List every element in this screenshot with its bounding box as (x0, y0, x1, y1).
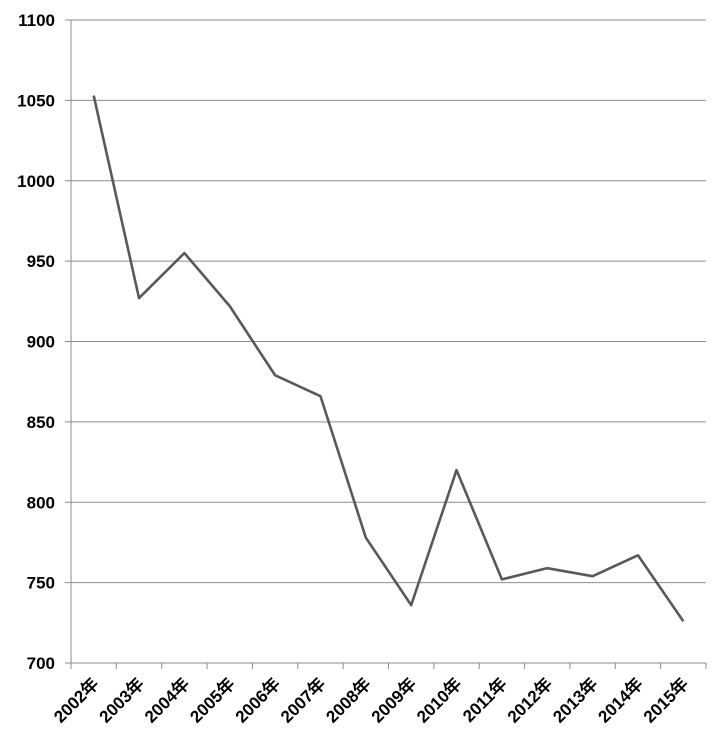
x-tick-label: 2015年 (639, 674, 692, 727)
x-tick-label: 2011年 (458, 674, 510, 726)
x-tick-label: 2008年 (322, 674, 375, 727)
x-tick-label: 2002年 (50, 674, 103, 727)
y-tick-label: 1000 (17, 172, 55, 191)
y-axis-tick-labels: 700 750 800 850 900 950 1000 1050 1100 (17, 11, 55, 673)
x-tick-label: 2014年 (594, 674, 647, 727)
x-tick-label: 2005年 (186, 674, 239, 727)
y-tick-label: 1100 (18, 11, 55, 30)
x-axis-tick-labels: 2002年2003年2004年2005年2006年2007年2008年2009年… (50, 674, 693, 727)
y-tick-label: 950 (27, 252, 55, 271)
y-tick-label: 1050 (17, 91, 55, 110)
y-tick-label: 850 (27, 413, 55, 432)
x-tick-label: 2009年 (367, 674, 420, 727)
y-tick-label: 800 (27, 493, 55, 512)
y-tick-label: 750 (27, 574, 55, 593)
x-tick-label: 2013年 (549, 674, 602, 727)
x-tick-label: 2003年 (95, 674, 148, 727)
x-tick-label: 2004年 (140, 674, 193, 727)
series-layer (92, 95, 685, 622)
y-tick-label: 700 (27, 654, 55, 673)
y-tick-label: 900 (27, 333, 55, 352)
axes (65, 19, 707, 669)
series-line (92, 95, 685, 622)
x-tick-label: 2012年 (503, 674, 556, 727)
x-tick-label: 2006年 (231, 674, 284, 727)
x-tick-label: 2007年 (276, 674, 329, 727)
x-tick-label: 2010年 (412, 674, 465, 727)
gridlines (71, 19, 706, 584)
